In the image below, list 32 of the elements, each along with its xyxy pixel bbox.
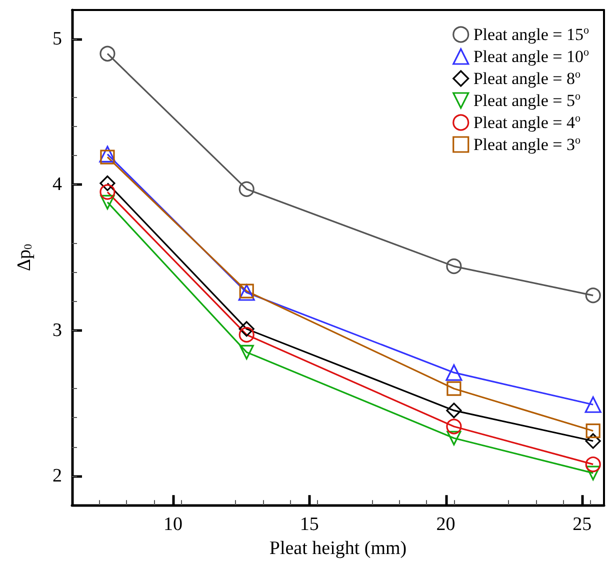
point	[238, 321, 254, 337]
point	[585, 288, 601, 304]
point	[238, 326, 254, 343]
x-tick-label: 15	[300, 514, 319, 536]
point	[446, 418, 462, 434]
y-tick-label: 2	[52, 465, 62, 486]
x-tick-label: 25	[572, 514, 592, 536]
point	[100, 194, 115, 210]
point	[586, 466, 600, 480]
x-tick-label: 10	[163, 514, 182, 536]
point	[585, 456, 601, 472]
point	[238, 181, 254, 197]
y-tick-label: 4	[52, 174, 62, 196]
point	[446, 258, 462, 274]
point	[99, 146, 116, 162]
y-tick-label: 3	[52, 320, 62, 341]
point	[446, 402, 462, 418]
y-axis-title: Δp0	[14, 243, 35, 272]
point	[446, 364, 462, 381]
point	[100, 46, 116, 62]
point	[584, 396, 602, 413]
x-axis-title: Pleat height (mm)	[269, 538, 407, 559]
point	[586, 424, 600, 438]
x-tick-label: 20	[436, 514, 456, 536]
point	[585, 433, 601, 449]
point	[446, 381, 462, 396]
point	[100, 184, 116, 200]
y-tick-label: 5	[52, 28, 62, 50]
point	[100, 175, 116, 192]
point	[239, 344, 254, 360]
point	[446, 430, 462, 446]
point	[100, 150, 115, 164]
